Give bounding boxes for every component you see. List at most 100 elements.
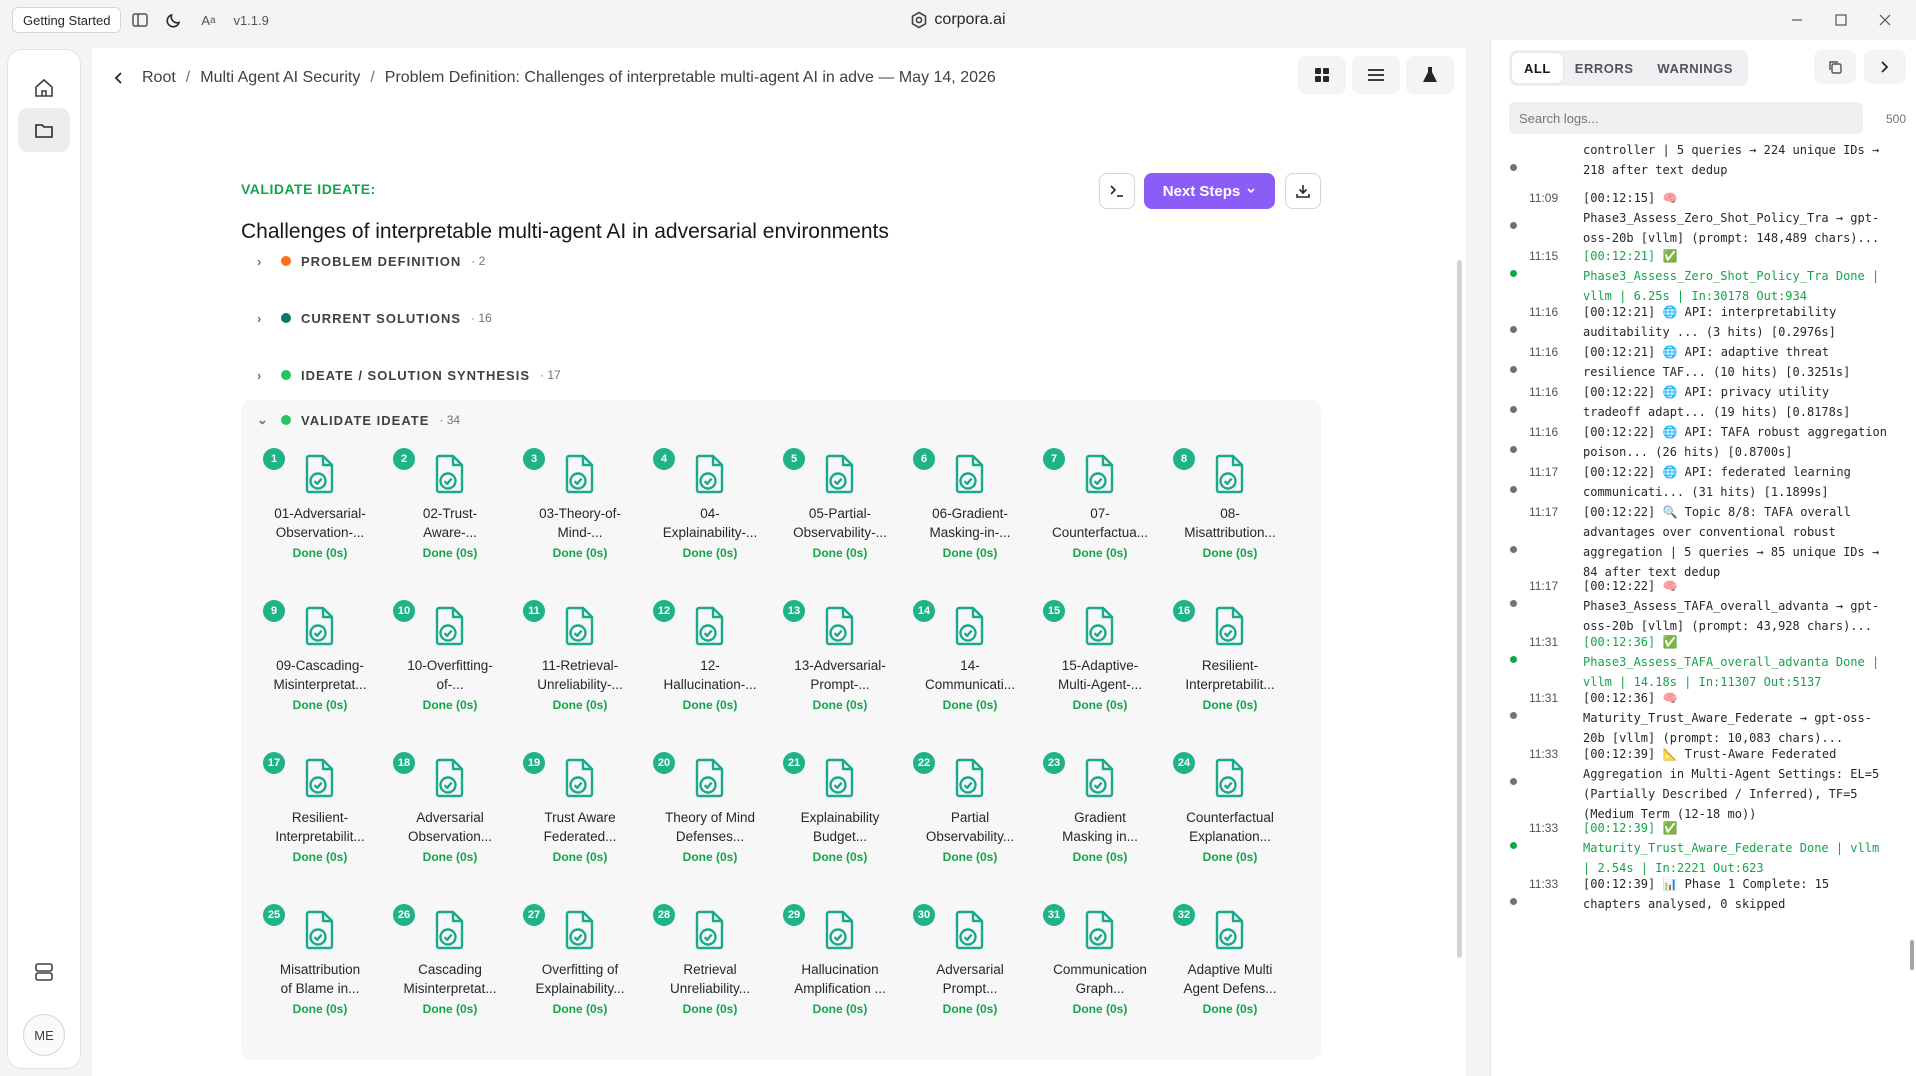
log-panel: ALL ERRORS WARNINGS 500 controller | 5 q… <box>1490 40 1916 1076</box>
projects-button[interactable] <box>18 108 70 152</box>
card-status: Done (0s) <box>292 698 348 712</box>
document-check-icon <box>820 756 860 800</box>
card-title-line: Budget... <box>812 829 868 844</box>
document-card[interactable]: 26 Cascading Misinterpretat... Done (0s) <box>385 898 515 1050</box>
list-view-button[interactable] <box>1352 56 1400 94</box>
status-dot <box>281 313 291 323</box>
breadcrumb-root[interactable]: Root <box>142 69 176 86</box>
getting-started-button[interactable]: Getting Started <box>12 7 122 33</box>
document-check-icon <box>430 756 470 800</box>
log-time: 11:16 <box>1529 305 1559 319</box>
back-icon[interactable] <box>112 71 132 85</box>
storage-button[interactable] <box>18 950 70 994</box>
card-title-line: 10-Overfitting- <box>407 658 493 673</box>
document-card[interactable]: 31 Communication Graph... Done (0s) <box>1035 898 1165 1050</box>
card-title-line: Multi-Agent-... <box>1057 677 1143 692</box>
document-card[interactable]: 9 09-Cascading- Misinterpretat... Done (0s) <box>255 594 385 746</box>
card-title: 07- Counterfactua... <box>1035 504 1165 542</box>
log-search-input[interactable] <box>1509 102 1863 134</box>
document-card[interactable]: 29 Hallucination Amplification ... Done (0s… <box>775 898 905 1050</box>
document-card[interactable]: 11 11-Retrieval- Unreliability-... Done (0s… <box>515 594 645 746</box>
document-card[interactable]: 7 07- Counterfactua... Done (0s) <box>1035 442 1165 594</box>
card-status: Done (0s) <box>942 698 998 712</box>
document-check-icon <box>950 604 990 648</box>
document-card[interactable]: 22 Partial Observability... Done (0s) <box>905 746 1035 898</box>
document-card[interactable]: 15 15-Adaptive- Multi-Agent-... Done (0s) <box>1035 594 1165 746</box>
card-title: Trust Aware Federated... <box>515 808 645 846</box>
document-card[interactable]: 16 Resilient- Interpretabilit... Done (0s) <box>1165 594 1295 746</box>
section-problem-definition[interactable]: › PROBLEM DEFINITION · 2 <box>257 249 485 273</box>
next-steps-label: Next Steps <box>1162 182 1241 200</box>
card-number-badge: 14 <box>913 600 935 622</box>
tab-warnings[interactable]: WARNINGS <box>1657 60 1733 76</box>
card-number-badge: 31 <box>1043 904 1065 926</box>
log-scrollbar[interactable] <box>1910 940 1914 970</box>
minimize-icon[interactable] <box>1778 4 1816 36</box>
card-title: 12- Hallucination-... <box>645 656 775 694</box>
document-card[interactable]: 24 Counterfactual Explanation... Done (0s) <box>1165 746 1295 898</box>
document-card[interactable]: 4 04- Explainability-... Done (0s) <box>645 442 775 594</box>
card-number-badge: 21 <box>783 752 805 774</box>
document-card[interactable]: 17 Resilient- Interpretabilit... Done (0s) <box>255 746 385 898</box>
section-current-solutions[interactable]: › CURRENT SOLUTIONS · 16 <box>257 306 492 330</box>
document-card[interactable]: 21 Explainability Budget... Done (0s) <box>775 746 905 898</box>
document-card[interactable]: 18 Adversarial Observation... Done (0s) <box>385 746 515 898</box>
grid-view-button[interactable] <box>1298 56 1346 94</box>
tab-errors[interactable]: ERRORS <box>1574 60 1634 76</box>
sidebar-toggle-icon[interactable] <box>125 5 155 35</box>
document-card[interactable]: 27 Overfitting of Explainability... Done (0… <box>515 898 645 1050</box>
document-card[interactable]: 2 02-Trust- Aware-... Done (0s) <box>385 442 515 594</box>
document-card[interactable]: 8 08- Misattribution... Done (0s) <box>1165 442 1295 594</box>
document-card[interactable]: 28 Retrieval Unreliability... Done (0s) <box>645 898 775 1050</box>
document-card[interactable]: 13 13-Adversarial- Prompt-... Done (0s) <box>775 594 905 746</box>
card-status: Done (0s) <box>942 1002 998 1016</box>
document-check-icon <box>300 452 340 496</box>
chevron-right-icon <box>1881 61 1889 73</box>
card-number-badge: 1 <box>263 448 285 470</box>
log-text: [00:12:22] 🔍 Topic 8/8: TAFA overall adv… <box>1583 505 1887 579</box>
terminal-button[interactable] <box>1099 173 1135 209</box>
document-card[interactable]: 23 Gradient Masking in... Done (0s) <box>1035 746 1165 898</box>
card-title: 01-Adversarial- Observation-... <box>255 504 385 542</box>
avatar[interactable]: ME <box>23 1014 65 1056</box>
copy-button[interactable] <box>1814 50 1856 84</box>
close-icon[interactable] <box>1866 4 1904 36</box>
section-count: · 2 <box>471 254 486 268</box>
document-card[interactable]: 12 12- Hallucination-... Done (0s) <box>645 594 775 746</box>
main-scrollbar[interactable] <box>1457 260 1462 958</box>
document-card[interactable]: 3 03-Theory-of- Mind-... Done (0s) <box>515 442 645 594</box>
tab-all[interactable]: ALL <box>1512 53 1563 83</box>
log-tabs: ALL ERRORS WARNINGS <box>1509 50 1748 86</box>
home-button[interactable] <box>18 66 70 110</box>
maximize-icon[interactable] <box>1822 4 1860 36</box>
document-card[interactable]: 19 Trust Aware Federated... Done (0s) <box>515 746 645 898</box>
document-card[interactable]: 1 01-Adversarial- Observation-... Done (0s) <box>255 442 385 594</box>
document-card[interactable]: 30 Adversarial Prompt... Done (0s) <box>905 898 1035 1050</box>
log-time: 11:17 <box>1529 465 1559 479</box>
document-card[interactable]: 32 Adaptive Multi Agent Defens... Done (0s) <box>1165 898 1295 1050</box>
moon-icon[interactable] <box>159 5 189 35</box>
breadcrumb-project[interactable]: Multi Agent AI Security <box>200 69 361 86</box>
document-card[interactable]: 10 10-Overfitting-of-... Done (0s) <box>385 594 515 746</box>
document-card[interactable]: 6 06-Gradient- Masking-in-... Done (0s) <box>905 442 1035 594</box>
document-card[interactable]: 5 05-Partial- Observability-... Done (0s) <box>775 442 905 594</box>
document-check-icon <box>1210 604 1250 648</box>
document-card[interactable]: 14 14- Communicati... Done (0s) <box>905 594 1035 746</box>
card-title-line: 12- <box>700 658 720 673</box>
card-title-line: 03-Theory-of- <box>539 506 621 521</box>
card-status: Done (0s) <box>942 546 998 560</box>
card-title-line: Masking-in-... <box>929 525 1011 540</box>
card-title-line: Retrieval <box>683 962 737 977</box>
section-validate-ideate[interactable]: ⌄ VALIDATE IDEATE · 34 <box>257 408 460 432</box>
left-nav: ME <box>8 50 80 1068</box>
collapse-panel-button[interactable] <box>1864 50 1906 84</box>
card-number-badge: 4 <box>653 448 675 470</box>
section-ideate-synthesis[interactable]: › IDEATE / SOLUTION SYNTHESIS · 17 <box>257 363 561 387</box>
flask-view-button[interactable] <box>1406 56 1454 94</box>
download-button[interactable] <box>1285 173 1321 209</box>
next-steps-button[interactable]: Next Steps <box>1144 173 1275 209</box>
document-card[interactable]: 25 Misattribution of Blame in... Done (0s) <box>255 898 385 1050</box>
log-list: controller | 5 queries → 224 unique IDs … <box>1491 140 1901 1076</box>
document-card[interactable]: 20 Theory of Mind Defenses... Done (0s) <box>645 746 775 898</box>
